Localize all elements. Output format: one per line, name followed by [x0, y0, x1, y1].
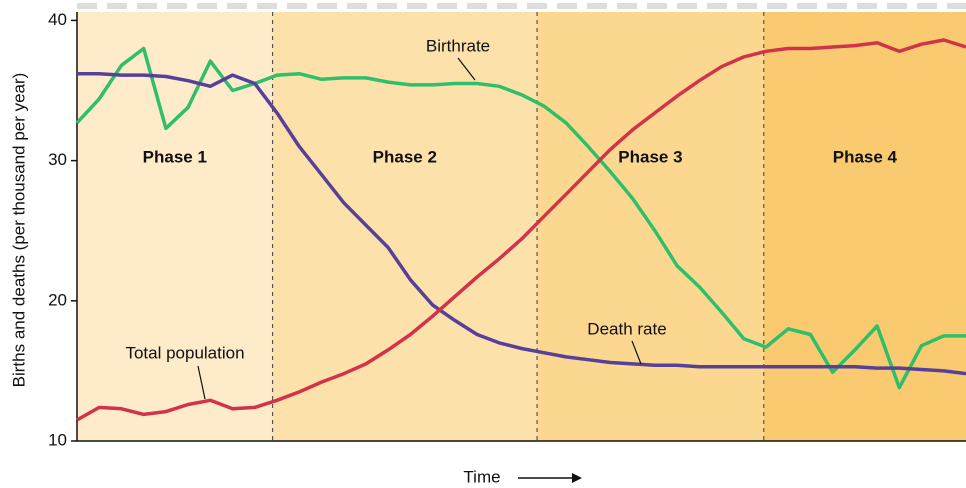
legend-label: Total population [125, 343, 244, 362]
callout-leader [631, 340, 642, 365]
x-axis-label: Time [463, 467, 500, 486]
callout-leader [197, 365, 206, 400]
callout-leader [457, 57, 476, 81]
series-line [76, 38, 966, 422]
phase-label: Phase 1 [143, 147, 207, 166]
time-arrow [518, 473, 582, 483]
y-tick-label: 40 [48, 10, 67, 29]
phase-band [77, 12, 273, 441]
y-tick-label: 10 [48, 430, 67, 449]
background [77, 12, 966, 441]
series-line [77, 71, 966, 376]
phase-label: Phase 2 [373, 147, 437, 166]
legend-label: Death rate [587, 319, 666, 338]
phase-label: Phase 3 [618, 147, 682, 166]
phase-label: Phase 4 [833, 147, 898, 166]
y-tick-label: 30 [48, 150, 67, 169]
y-axis-label: Births and deaths (per thousand per year… [9, 73, 28, 388]
y-tick-label: 20 [48, 290, 67, 309]
legend-label: Birthrate [426, 36, 490, 55]
phase-band [763, 12, 966, 441]
